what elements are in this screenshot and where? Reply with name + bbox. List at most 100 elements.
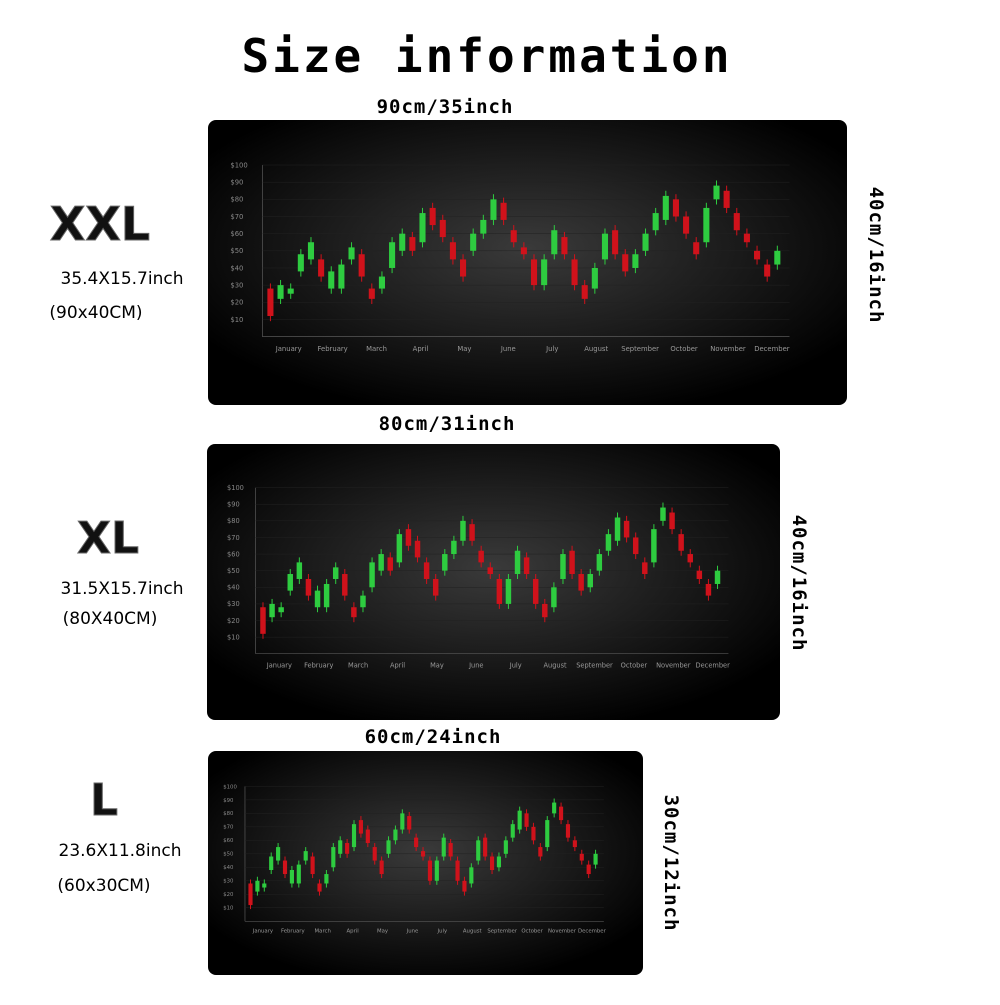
y-tick-label: $60	[230, 230, 243, 238]
candle-body	[297, 254, 304, 272]
x-tick-label: October	[521, 928, 543, 934]
candle-body	[387, 557, 393, 571]
y-tick-label: $50	[227, 567, 240, 575]
candle-body	[774, 250, 781, 265]
candle-body	[605, 534, 612, 551]
candle-body	[396, 534, 403, 563]
candle-body	[441, 837, 446, 857]
x-tick-label: September	[576, 662, 613, 670]
page-title: Size information	[241, 29, 732, 83]
candle-body	[303, 851, 308, 861]
x-tick-label: May	[457, 345, 471, 353]
candle-body	[489, 856, 495, 870]
candle-body	[434, 860, 439, 881]
y-tick-label: $100	[223, 784, 237, 790]
candle-body	[561, 237, 568, 255]
candle-body	[683, 216, 690, 234]
candle-body	[318, 259, 325, 277]
candle-body	[632, 537, 639, 555]
candle-body	[296, 864, 301, 884]
candle-body	[524, 813, 529, 827]
candle-body	[323, 583, 330, 608]
candle-body	[305, 578, 312, 596]
candle-body	[596, 554, 603, 571]
candle-body	[669, 512, 675, 530]
candle-body	[541, 259, 548, 286]
candle-body	[538, 847, 543, 857]
y-tick-label: $100	[230, 161, 247, 169]
height-label: 40cm/16inch	[865, 187, 887, 324]
candle-body	[642, 233, 649, 251]
candle-body	[551, 587, 557, 608]
x-tick-label: December	[578, 928, 607, 934]
candle-body	[591, 267, 598, 289]
candle-body	[393, 829, 398, 841]
candle-body	[255, 880, 260, 892]
y-tick-label: $50	[230, 247, 243, 255]
width-label: 90cm/35inch	[377, 96, 514, 118]
candle-body	[248, 883, 253, 906]
height-label: 40cm/16inch	[788, 515, 810, 652]
size-name: XXL	[50, 197, 150, 251]
candle-body	[358, 820, 363, 834]
candle-body	[267, 288, 274, 317]
candle-body	[332, 567, 339, 579]
candle-body	[523, 557, 530, 575]
candle-body	[287, 574, 293, 591]
y-tick-label: $10	[227, 633, 240, 641]
x-tick-label: February	[317, 345, 347, 353]
candle-body	[351, 607, 357, 618]
y-tick-label: $30	[230, 282, 243, 290]
candle-body	[414, 837, 419, 848]
x-tick-label: March	[315, 928, 331, 934]
mousepad: $10 $20 $30 $40 $50 $60 $70 $80 $90 $100 January Fe…	[208, 120, 847, 405]
size-inch: 35.4X15.7inch	[61, 269, 184, 289]
candle-body	[365, 829, 370, 844]
candle-body	[269, 856, 274, 870]
x-tick-label: December	[754, 345, 790, 353]
x-tick-label: October	[621, 662, 648, 670]
y-tick-label: $100	[227, 484, 244, 492]
y-tick-label: $30	[223, 879, 234, 885]
candle-body	[358, 254, 365, 277]
x-tick-label: June	[406, 928, 419, 934]
y-tick-label: $90	[227, 501, 240, 509]
x-tick-label: January	[252, 928, 274, 934]
candle-body	[696, 570, 703, 579]
candle-body	[480, 219, 487, 234]
x-tick-label: September	[621, 345, 659, 353]
candle-body	[587, 574, 593, 588]
mousepad: $10 $20 $30 $40 $50 $60 $70 $80 $90 $100 January Fe…	[207, 444, 780, 720]
candle-body	[379, 860, 384, 875]
candle-body	[423, 562, 430, 579]
candle-body	[262, 883, 267, 888]
candle-body	[369, 562, 375, 588]
candle-body	[558, 806, 564, 821]
candle-body	[517, 810, 522, 830]
candle-body	[703, 207, 710, 243]
candle-body	[565, 824, 571, 838]
size-name: L	[90, 775, 118, 826]
candle-body	[429, 207, 436, 226]
candle-body	[324, 874, 329, 884]
x-tick-label: December	[696, 662, 731, 670]
candle-body	[442, 554, 448, 571]
candle-body	[514, 550, 521, 575]
candle-body	[552, 802, 557, 814]
candle-body	[310, 856, 315, 875]
x-tick-label: July	[437, 928, 448, 934]
candle-body	[368, 288, 375, 299]
y-tick-label: $70	[223, 825, 234, 831]
size-cm: (60x30CM)	[57, 876, 150, 896]
candle-body	[328, 271, 335, 289]
candle-body	[427, 860, 433, 881]
candle-body	[351, 824, 357, 848]
candle-body	[520, 247, 527, 255]
height-label: 30cm/12inch	[660, 795, 682, 932]
candle-body	[277, 285, 284, 299]
candle-body	[503, 840, 508, 854]
candle-body	[652, 213, 659, 231]
x-tick-label: August	[584, 345, 608, 353]
